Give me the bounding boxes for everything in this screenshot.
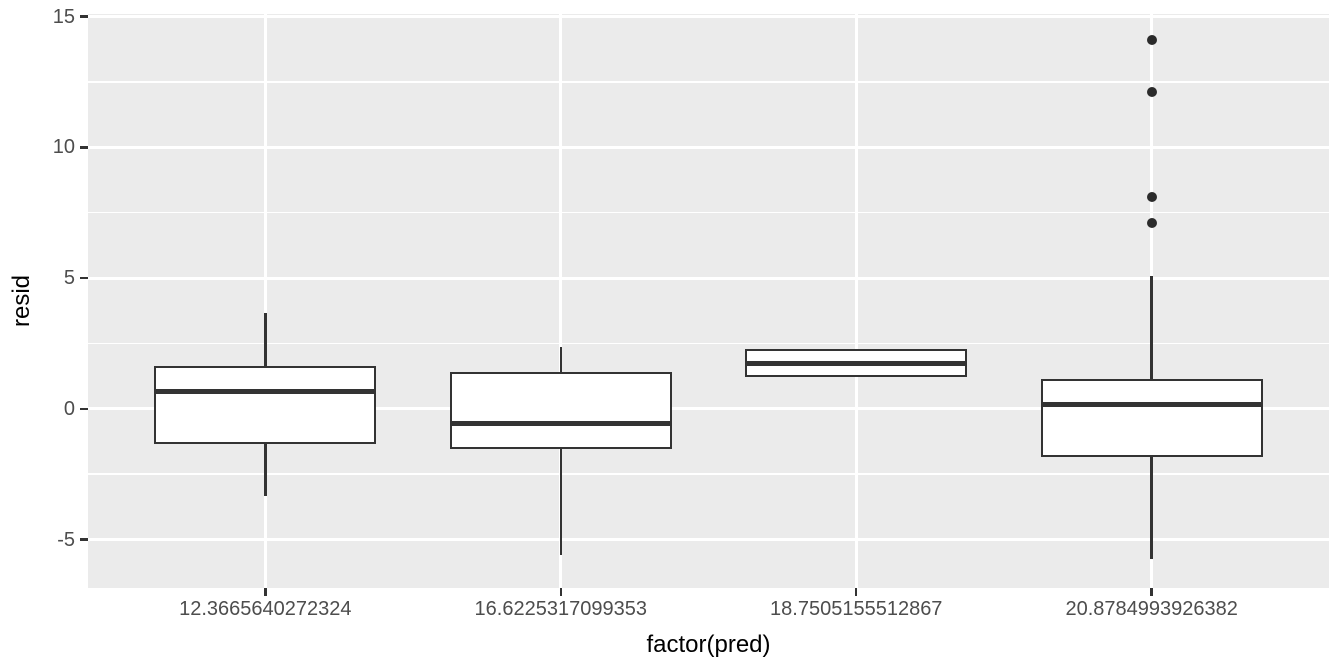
y-tick-label: 10 bbox=[52, 136, 75, 159]
y-major-gridline bbox=[88, 145, 1329, 149]
median-line bbox=[154, 389, 377, 395]
x-tick-mark bbox=[854, 588, 858, 596]
lower-whisker bbox=[264, 444, 267, 497]
upper-whisker bbox=[1150, 275, 1153, 379]
outlier-point bbox=[1146, 192, 1157, 203]
plot-panel bbox=[88, 14, 1329, 588]
y-tick-mark bbox=[80, 407, 88, 411]
x-tick-mark bbox=[264, 588, 267, 596]
y-major-gridline bbox=[88, 276, 1329, 280]
y-minor-gridline bbox=[88, 81, 1329, 83]
y-tick-label: -5 bbox=[57, 528, 75, 551]
x-tick-label: 16.6225317099353 bbox=[474, 598, 647, 620]
upper-whisker bbox=[264, 313, 267, 366]
x-major-gridline bbox=[263, 14, 267, 588]
upper-whisker bbox=[559, 347, 562, 373]
lower-whisker bbox=[1150, 457, 1153, 560]
y-major-gridline bbox=[88, 15, 1329, 19]
boxplot-box bbox=[1040, 378, 1263, 458]
y-minor-gridline bbox=[88, 473, 1329, 475]
y-major-gridline bbox=[88, 407, 1329, 411]
y-major-gridline bbox=[88, 538, 1329, 542]
y-minor-gridline bbox=[88, 342, 1329, 345]
x-major-gridline bbox=[559, 14, 563, 588]
x-tick-label: 20.8784993926382 bbox=[1065, 598, 1238, 620]
y-tick-mark bbox=[80, 538, 88, 541]
outlier-point bbox=[1146, 35, 1157, 46]
boxplot-box bbox=[154, 365, 377, 445]
median-line bbox=[449, 420, 672, 426]
outlier-point bbox=[1146, 218, 1157, 229]
median-line bbox=[1040, 402, 1263, 408]
x-tick-mark bbox=[559, 588, 562, 596]
x-axis-title: factor(pred) bbox=[646, 631, 771, 658]
boxplot-box bbox=[449, 372, 672, 450]
lower-whisker bbox=[559, 449, 562, 556]
y-tick-label: 0 bbox=[63, 397, 75, 420]
y-tick-mark bbox=[80, 146, 88, 149]
y-tick-label: 15 bbox=[52, 5, 75, 28]
median-line bbox=[745, 360, 968, 366]
outlier-point bbox=[1146, 87, 1157, 98]
x-tick-label: 18.7505155512867 bbox=[770, 598, 943, 620]
x-tick-mark bbox=[1150, 588, 1153, 596]
x-major-gridline bbox=[854, 14, 858, 588]
y-minor-gridline bbox=[88, 211, 1329, 214]
y-tick-label: 5 bbox=[63, 267, 75, 290]
y-tick-mark bbox=[80, 15, 88, 18]
y-tick-mark bbox=[80, 276, 88, 280]
x-tick-label: 12.3665640272324 bbox=[179, 598, 352, 620]
